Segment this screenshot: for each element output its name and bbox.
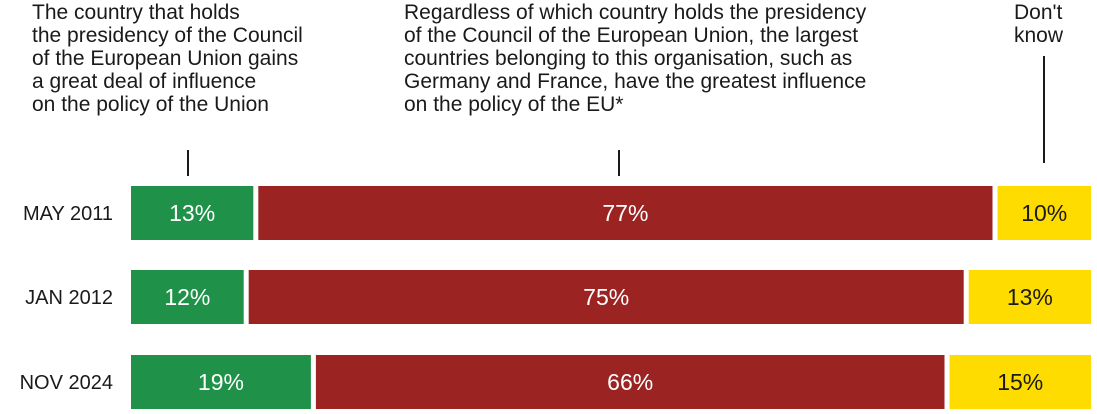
bar-segment bbox=[315, 355, 945, 409]
data-label: 77% bbox=[602, 200, 648, 226]
data-label: 66% bbox=[607, 369, 653, 395]
bar-segment bbox=[131, 186, 254, 240]
bar-segment bbox=[258, 186, 993, 240]
data-label: 12% bbox=[164, 284, 210, 310]
legend-text-dont-know: Don't know bbox=[1014, 1, 1064, 47]
legend-text-large-countries-influence: Regardless of which country holds the pr… bbox=[404, 1, 867, 116]
bar-segment bbox=[131, 355, 311, 409]
row-label-jan-2012: JAN 2012 bbox=[25, 287, 113, 309]
bar-segment bbox=[997, 186, 1091, 240]
data-label: 15% bbox=[997, 369, 1043, 395]
legend-text-presidency-influence: The country that holds the presidency of… bbox=[32, 1, 303, 116]
data-label: 10% bbox=[1021, 200, 1067, 226]
data-label: 19% bbox=[198, 369, 244, 395]
bar-segment bbox=[968, 270, 1091, 324]
row-label-may-2011: MAY 2011 bbox=[23, 203, 113, 225]
bar-segment bbox=[131, 270, 244, 324]
bar-segment bbox=[949, 355, 1091, 409]
data-label: 75% bbox=[583, 284, 629, 310]
data-label: 13% bbox=[169, 200, 215, 226]
row-label-nov-2024: NOV 2024 bbox=[20, 372, 113, 394]
data-label: 13% bbox=[1007, 284, 1053, 310]
bar-segment bbox=[248, 270, 964, 324]
